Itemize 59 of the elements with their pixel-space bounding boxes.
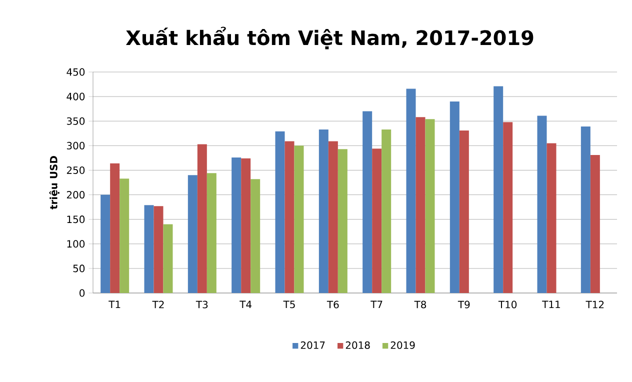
bar	[163, 224, 173, 293]
bar	[110, 163, 120, 293]
x-tick-label: T2	[152, 300, 164, 308]
bar	[318, 129, 328, 293]
bar	[120, 178, 130, 293]
y-tick-label: 0	[80, 289, 85, 297]
bar	[382, 129, 392, 293]
bar	[580, 126, 590, 293]
y-tick-label: 200	[66, 191, 85, 199]
bar	[503, 122, 513, 293]
y-tick-label: 450	[66, 68, 85, 76]
bar	[206, 173, 216, 293]
legend-label: 2017	[300, 341, 325, 349]
y-tick-label: 300	[66, 142, 85, 150]
bar	[294, 146, 304, 293]
y-tick-label: 400	[66, 92, 85, 100]
bar	[494, 86, 504, 293]
y-tick-label: 250	[66, 166, 85, 174]
bar	[232, 157, 242, 293]
bar	[197, 144, 207, 293]
legend-label: 2019	[390, 341, 415, 349]
bar	[459, 130, 469, 293]
y-tick-label: 100	[67, 240, 85, 248]
y-tick-label: 150	[67, 216, 85, 224]
bar	[144, 205, 154, 293]
bar	[406, 88, 416, 293]
bar	[372, 148, 382, 293]
y-tick-label: 350	[66, 117, 85, 125]
bar	[590, 154, 600, 293]
x-tick-label: T1	[108, 300, 120, 308]
bar	[188, 175, 198, 293]
x-tick-label: T5	[283, 300, 295, 308]
y-axis-title: triệu USD	[49, 156, 60, 210]
bar	[546, 143, 556, 293]
bar	[328, 141, 338, 293]
bar	[154, 206, 164, 293]
bar	[275, 131, 285, 293]
bar	[241, 158, 251, 293]
legend-label: 2018	[346, 341, 370, 349]
bar	[537, 116, 547, 293]
bar	[425, 119, 435, 293]
bar	[450, 101, 460, 293]
bar	[416, 117, 426, 293]
bar	[100, 194, 110, 293]
x-tick-label: T8	[414, 300, 426, 308]
x-tick-label: T3	[196, 300, 208, 308]
bar	[338, 149, 348, 293]
x-tick-label: T6	[326, 300, 339, 308]
x-tick-label: T11	[542, 300, 560, 308]
y-tick-label: 50	[73, 264, 85, 272]
x-tick-label: T12	[586, 300, 604, 308]
bar	[284, 141, 294, 293]
x-tick-label: T4	[240, 300, 252, 308]
bar	[250, 179, 260, 293]
chart-title: Xuất khẩu tôm Việt Nam, 2017-2019	[126, 26, 534, 50]
x-tick-label: T9	[458, 300, 470, 308]
x-tick-label: T10	[498, 300, 517, 308]
x-tick-label: T7	[370, 300, 382, 308]
bar	[362, 111, 372, 293]
